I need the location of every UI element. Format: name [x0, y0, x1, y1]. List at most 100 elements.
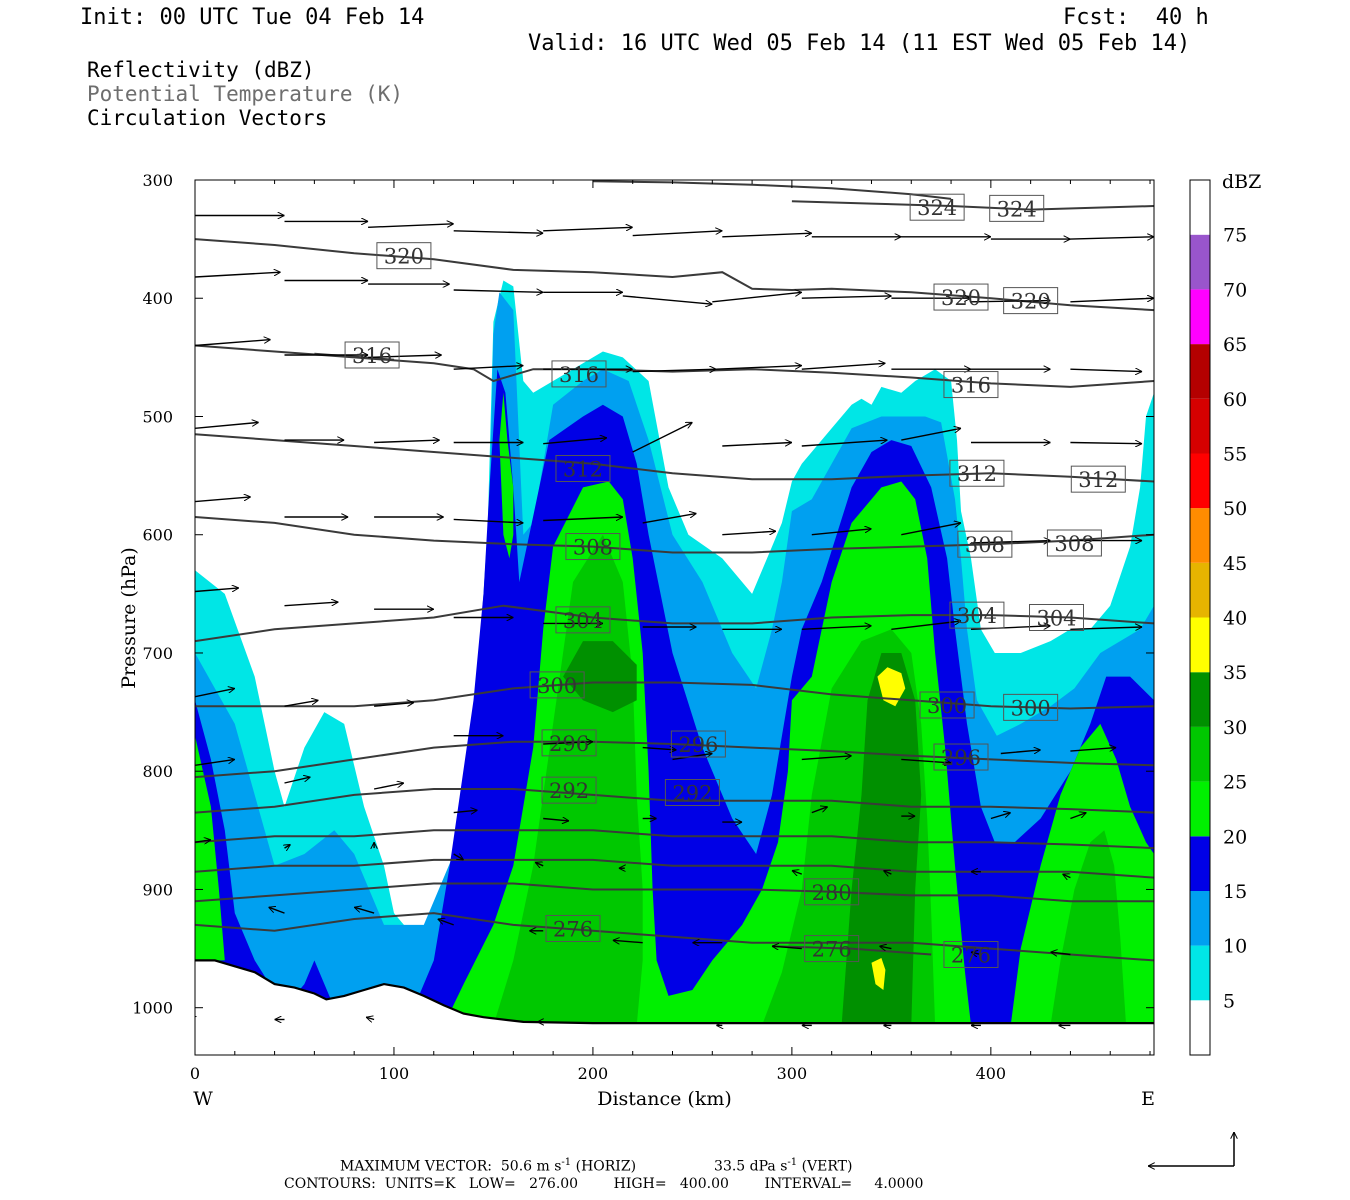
theta-contour-304 — [195, 604, 1154, 643]
theta-label: 300 — [1011, 696, 1051, 720]
circulation-vector — [722, 233, 812, 238]
circulation-vector — [535, 862, 544, 866]
colorbar-level-label: 50 — [1223, 498, 1247, 520]
circulation-vector — [891, 621, 961, 630]
theta-contour-276 — [195, 912, 1154, 962]
circulation-vector — [368, 355, 442, 357]
theta-label: 296 — [678, 733, 718, 757]
circulation-vector — [284, 602, 339, 607]
theta-label: 276 — [951, 943, 991, 967]
colorbar-title: dBZ — [1222, 171, 1261, 193]
x-tick-label: 100 — [379, 1064, 410, 1083]
circulation-vector — [284, 777, 311, 784]
reflectivity-region-35dbz — [871, 958, 886, 990]
theta-label: 324 — [917, 196, 957, 220]
circulation-vector — [269, 907, 285, 914]
circulation-vector — [716, 366, 802, 370]
y-tick-label: 800 — [142, 762, 173, 781]
circulation-vector — [970, 301, 1051, 302]
colorbar-swatch — [1190, 890, 1210, 946]
theta-label: 304 — [1036, 607, 1076, 631]
theta-label-layer: 276 276 276 280 292 292 296 296 296 300 300 300 304 3… — [344, 193, 1126, 968]
reflectivity-region-30dbz — [563, 641, 637, 713]
theta-label-box — [376, 242, 432, 270]
circulation-vector — [543, 517, 623, 522]
circulation-vector — [722, 531, 776, 536]
circulation-vector — [801, 363, 886, 370]
theta-label-box — [933, 283, 989, 311]
colorbar-swatch — [1190, 672, 1210, 727]
theta-label-box — [555, 455, 611, 483]
terrain-fill — [195, 960, 1154, 1055]
theta-contour-284 — [195, 858, 1154, 879]
circulation-vector — [1070, 369, 1142, 371]
circulation-vector — [1070, 237, 1154, 239]
theta-label: 308 — [573, 536, 613, 560]
circulation-vector — [970, 626, 1051, 630]
circulation-vector — [632, 231, 723, 237]
circulation-vector — [901, 428, 961, 441]
circulation-vector — [971, 952, 982, 954]
colorbar-level-label: 35 — [1223, 662, 1247, 684]
theta-contour-308 — [195, 516, 1154, 554]
colorbar-level-label: 15 — [1223, 881, 1247, 903]
theta-label: 320 — [1011, 290, 1051, 314]
circulation-vector — [453, 290, 544, 292]
theta-label-box — [989, 194, 1045, 222]
colorbar-swatch — [1190, 781, 1210, 837]
colorbar-swatch — [1190, 726, 1210, 782]
theta-label-box — [919, 691, 975, 719]
circulation-vector — [990, 813, 1011, 820]
circulation-vector — [366, 1017, 375, 1019]
theta-label: 312 — [563, 458, 603, 482]
theta-label: 276 — [812, 938, 852, 962]
colorbar-swatch — [1190, 234, 1210, 290]
theta-label: 324 — [997, 197, 1037, 221]
theta-contour-328 — [592, 180, 952, 200]
y-tick-label: 700 — [142, 644, 173, 663]
circulation-vector — [453, 231, 544, 233]
x-tick-label: 200 — [578, 1064, 609, 1083]
field-reflectivity-label: Reflectivity (dBZ) — [87, 58, 315, 82]
theta-label-box — [943, 371, 999, 399]
circulation-vector — [543, 742, 593, 744]
circulation-vector — [811, 807, 828, 814]
theta-label-box — [541, 729, 597, 757]
axes-layer: 0 100 200 300 400 300 400 500 600 700 800 900 1000 Di… — [118, 171, 1155, 1110]
circulation-vector — [195, 688, 235, 698]
circulation-vector — [801, 296, 892, 298]
theta-label-box — [949, 601, 1005, 629]
colorbar-level-label: 65 — [1223, 334, 1247, 356]
colorbar-level-label: 55 — [1223, 443, 1247, 465]
x-tick-label: 300 — [777, 1064, 808, 1083]
y-tick-label: 600 — [142, 526, 173, 545]
theta-label-box — [804, 878, 860, 906]
colorbar-swatch — [1190, 562, 1210, 618]
plot-frame — [194, 179, 1155, 1056]
colorbar-level-label: 25 — [1223, 772, 1247, 794]
y-tick-label: 400 — [142, 289, 173, 308]
max-vector-horiz-value: MAXIMUM VECTOR: 50.6 m s — [340, 1158, 562, 1175]
colorbar-swatch — [1190, 289, 1210, 345]
circulation-vector — [1070, 298, 1154, 303]
circulation-vector — [722, 443, 792, 447]
reflectivity-region-35dbz — [877, 667, 906, 707]
reflectivity-region-25dbz — [1050, 830, 1127, 1026]
theta-label: 300 — [537, 674, 577, 698]
theta-contour-276 — [771, 945, 932, 956]
circulation-vector — [1063, 874, 1071, 878]
theta-label-box — [565, 533, 621, 561]
circulation-vector — [901, 758, 951, 763]
theta-label: 292 — [549, 779, 589, 803]
reflectivity-region-20dbz — [499, 392, 514, 559]
x-tick-label: 400 — [976, 1064, 1007, 1083]
colorbar-level-label: 70 — [1223, 279, 1247, 301]
colorbar-swatch — [1190, 180, 1210, 235]
circulation-vector — [801, 626, 872, 630]
x-end-label-west: W — [193, 1088, 213, 1110]
theta-contour-288 — [195, 829, 1154, 850]
theta-label-box — [344, 341, 400, 369]
circulation-vector — [189, 1017, 195, 1019]
circulation-vector — [632, 369, 717, 371]
